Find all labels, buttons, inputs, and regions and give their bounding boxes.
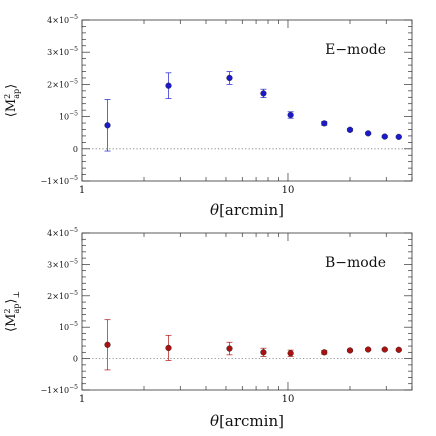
x-tick-label: 10 [282, 185, 295, 196]
y-tick-exponent: −5 [69, 384, 78, 391]
data-point [346, 126, 354, 133]
data-point [395, 346, 402, 353]
data-point [165, 82, 172, 89]
x-tick-label: 1 [79, 185, 85, 196]
y-tick-mantissa: 10 [59, 323, 69, 332]
y-tick-label: 2×10−5 [47, 290, 78, 301]
y-axis-sup: 2 [3, 309, 12, 314]
data-point [287, 111, 294, 119]
y-tick-exponent: −5 [69, 175, 78, 182]
y-tick-mantissa: 4×10 [47, 229, 69, 238]
plot-frame [81, 19, 413, 182]
y-tick-exponent: −5 [69, 258, 78, 265]
y-tick-mantissa: 4×10 [47, 16, 69, 25]
y-tick-exponent: −5 [69, 78, 78, 85]
panel-label: B−mode [325, 255, 386, 271]
data-point [321, 349, 328, 356]
y-tick-label: 4×10−5 [47, 14, 78, 25]
y-tick-exponent: −5 [69, 46, 78, 53]
data-point [260, 349, 267, 356]
y-axis-prefix: ⟨M [4, 314, 19, 332]
y-tick-exponent: −5 [69, 14, 78, 21]
y-axis-sup: 2 [3, 94, 12, 99]
x-axis-unit: [arcmin] [219, 201, 284, 219]
y-axis-extra: ⊥ [12, 291, 21, 299]
data-point [381, 133, 388, 140]
data-point [165, 344, 172, 352]
y-tick-mantissa: −1×10 [40, 386, 69, 395]
y-tick-label: 4×10−5 [47, 227, 78, 238]
data-point [287, 350, 294, 357]
panel-label: E−mode [325, 42, 386, 58]
y-axis-suffix: ⟩ [4, 84, 19, 89]
y-axis-sub: ap [12, 304, 21, 314]
data-point [260, 90, 267, 97]
y-tick-mantissa: 10 [59, 113, 69, 122]
y-tick-label: −1×10−5 [40, 384, 78, 395]
data-point [395, 133, 402, 140]
y-tick-mantissa: −1×10 [40, 177, 69, 186]
y-tick-label: 0 [73, 145, 78, 154]
y-tick-exponent: −5 [69, 290, 78, 297]
x-tick-label: 1 [79, 394, 85, 405]
y-tick-mantissa: 2×10 [47, 80, 69, 89]
data-point [104, 341, 111, 348]
y-axis-suffix: ⟩ [4, 299, 19, 304]
x-axis-unit: [arcmin] [219, 412, 284, 430]
plot-frame [81, 232, 413, 391]
y-tick-mantissa: 3×10 [47, 260, 69, 269]
y-tick-exponent: −5 [69, 227, 78, 234]
y-tick-exponent: −5 [69, 111, 78, 118]
y-axis-sub: ap [12, 89, 21, 99]
x-axis-symbol: θ [210, 412, 219, 430]
y-tick-mantissa: 3×10 [47, 48, 69, 57]
y-axis-title: ⟨M2ap⟩ [3, 84, 21, 117]
data-point [381, 346, 388, 353]
x-axis-title: θ[arcmin] [210, 412, 284, 430]
data-point [226, 345, 233, 352]
y-tick-label: 0 [73, 355, 78, 364]
data-point [321, 120, 328, 127]
y-axis-prefix: ⟨M [4, 99, 19, 117]
data-point [346, 347, 354, 354]
y-tick-label: 10−5 [59, 321, 78, 332]
y-tick-label: −1×10−5 [40, 175, 78, 186]
data-point [365, 346, 372, 353]
x-axis-title: θ[arcmin] [210, 201, 284, 219]
x-axis-symbol: θ [210, 201, 219, 219]
y-tick-exponent: −5 [69, 321, 78, 328]
y-tick-label: 2×10−5 [47, 78, 78, 89]
y-tick-label: 10−5 [59, 111, 78, 122]
y-axis-title: ⟨M2ap⟩⊥ [3, 291, 21, 332]
y-tick-mantissa: 0 [73, 145, 78, 154]
y-tick-label: 3×10−5 [47, 258, 78, 269]
data-point [226, 74, 233, 82]
y-tick-label: 3×10−5 [47, 46, 78, 57]
x-tick-label: 10 [282, 394, 295, 405]
data-point [365, 130, 372, 137]
y-tick-mantissa: 2×10 [47, 292, 69, 301]
y-tick-mantissa: 0 [73, 355, 78, 364]
data-point [104, 122, 111, 129]
